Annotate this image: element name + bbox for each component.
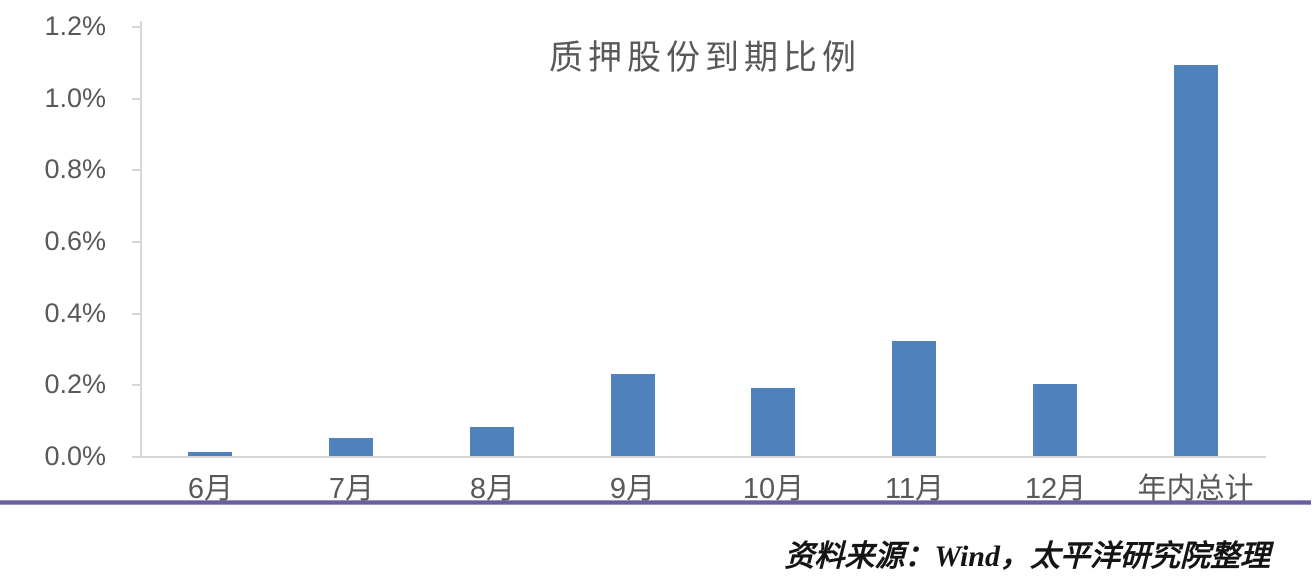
y-tick-mark-3 xyxy=(132,241,141,243)
y-axis-label-4: 0.8% xyxy=(44,154,106,185)
page-divider-line xyxy=(0,500,1311,505)
x-axis-label-8: 年内总计 xyxy=(1137,473,1254,505)
y-tick-mark-6 xyxy=(132,26,141,28)
y-tick-mark-4 xyxy=(132,169,141,172)
bar-7 xyxy=(1033,384,1077,456)
bar-5 xyxy=(751,388,795,456)
x-axis-line xyxy=(140,456,1266,458)
bar-8 xyxy=(1174,65,1218,456)
bar-4 xyxy=(611,374,655,456)
x-axis-label-7: 12月 xyxy=(1024,473,1087,505)
y-axis-label-6: 1.2% xyxy=(44,11,106,41)
x-axis-label-1: 6月 xyxy=(187,473,234,505)
y-axis-label-5: 1.0% xyxy=(44,82,106,113)
y-tick-mark-0 xyxy=(132,456,141,458)
y-tick-mark-5 xyxy=(132,97,141,100)
x-axis-label-2: 7月 xyxy=(328,473,375,505)
bar-2 xyxy=(329,438,373,456)
y-axis-label-1: 0.2% xyxy=(44,369,106,400)
bar-3 xyxy=(470,427,514,456)
bar-6 xyxy=(892,341,936,456)
x-axis-label-6: 11月 xyxy=(884,473,945,505)
bar-1 xyxy=(188,452,232,456)
y-tick-mark-1 xyxy=(132,384,141,387)
y-axis-label-0: 0.0% xyxy=(44,441,106,471)
x-axis-label-3: 8月 xyxy=(469,473,516,505)
x-axis-label-5: 10月 xyxy=(742,473,805,505)
source-attribution: 资料来源：Wind，太平洋研究院整理 xyxy=(784,540,1270,573)
y-tick-mark-2 xyxy=(132,312,141,315)
x-axis-label-4: 9月 xyxy=(609,473,656,505)
y-axis-line xyxy=(140,21,142,458)
y-axis-label-3: 0.6% xyxy=(44,226,106,256)
chart-title: 质押股份到期比例 xyxy=(549,39,861,77)
y-axis-label-2: 0.4% xyxy=(44,297,106,328)
